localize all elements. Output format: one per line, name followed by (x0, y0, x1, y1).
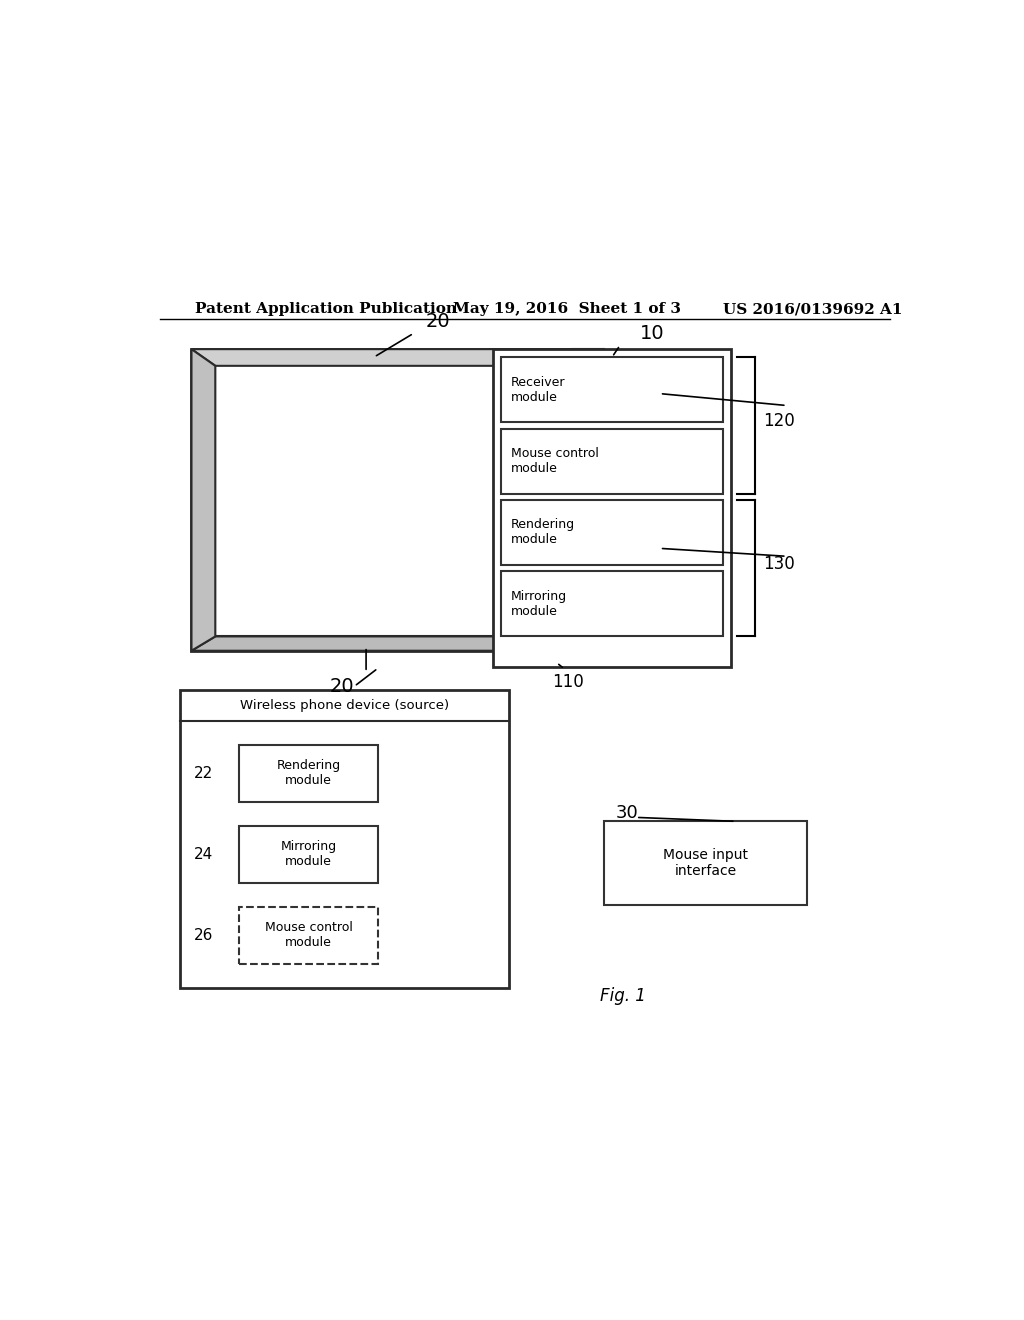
Text: 30: 30 (616, 804, 639, 822)
Bar (501, 572, 723, 636)
Bar (572, 350, 604, 651)
Polygon shape (191, 350, 215, 651)
Text: May 19, 2016  Sheet 1 of 3: May 19, 2016 Sheet 1 of 3 (454, 302, 681, 317)
Text: Wireless phone device (source): Wireless phone device (source) (240, 700, 449, 711)
Bar (191, 350, 572, 651)
Polygon shape (191, 350, 572, 366)
Text: Mouse control
module: Mouse control module (511, 447, 598, 475)
Text: 10: 10 (639, 323, 665, 343)
Text: 20: 20 (330, 677, 354, 696)
Text: Mirroring
module: Mirroring module (511, 590, 566, 618)
Bar (215, 363, 517, 636)
Text: 26: 26 (194, 928, 213, 942)
Bar (604, 821, 807, 904)
Text: US 2016/0139692 A1: US 2016/0139692 A1 (723, 302, 903, 317)
Bar (494, 350, 731, 667)
Text: Mirroring
module: Mirroring module (281, 841, 337, 869)
Text: Mouse control
module: Mouse control module (264, 921, 352, 949)
Text: 22: 22 (194, 766, 213, 780)
Polygon shape (549, 350, 572, 651)
Bar (501, 429, 723, 494)
Text: Rendering
module: Rendering module (276, 759, 341, 787)
Text: 24: 24 (194, 847, 213, 862)
Text: Mouse input
interface: Mouse input interface (663, 847, 748, 878)
Text: Rendering
module: Rendering module (511, 519, 574, 546)
Bar (240, 826, 378, 883)
Text: Receiver
module: Receiver module (511, 376, 565, 404)
Text: 120: 120 (763, 412, 795, 430)
Bar (501, 358, 723, 422)
Text: Patent Application Publication: Patent Application Publication (196, 302, 458, 317)
Bar (240, 744, 378, 801)
Text: 20: 20 (425, 312, 450, 331)
Text: Fig. 1: Fig. 1 (600, 987, 646, 1005)
Text: 130: 130 (763, 556, 795, 573)
Polygon shape (191, 636, 572, 651)
Text: 110: 110 (553, 673, 585, 690)
Bar (501, 500, 723, 565)
Bar (179, 690, 509, 987)
Bar (240, 907, 378, 964)
